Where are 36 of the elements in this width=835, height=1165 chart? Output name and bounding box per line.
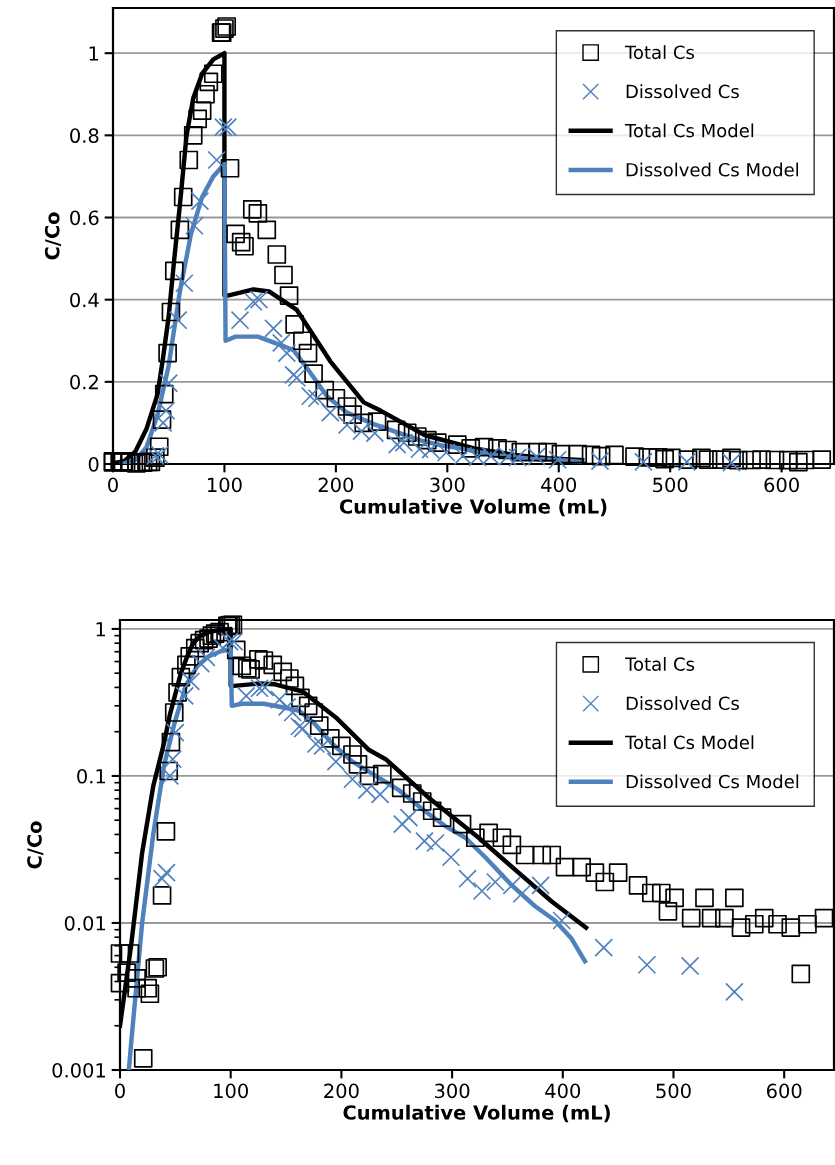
x-tick-label: 0 <box>108 477 118 493</box>
y-tick-label: 0.001 <box>52 1062 106 1078</box>
legend-label: Dissolved Cs <box>626 696 739 711</box>
x-tick-label: 500 <box>653 477 688 493</box>
x-tick-label: 200 <box>324 1083 359 1099</box>
y-tick-label: 1 <box>89 46 99 61</box>
y-tick-label: 0.6 <box>70 210 99 226</box>
legend-label: Dissolved Cs Model <box>626 162 799 177</box>
y-tick-label: 0.2 <box>70 374 98 390</box>
x-tick-label: 100 <box>208 477 242 493</box>
legend-label: Total Cs Model <box>625 735 754 750</box>
legend-label: Total Cs Model <box>624 123 754 138</box>
x-tick-label: 400 <box>545 1083 581 1099</box>
x-tick-label: 600 <box>766 1083 802 1099</box>
x-tick-label: 0 <box>115 1083 125 1099</box>
y-axis-title: C/Co <box>44 212 62 260</box>
legend-label: Total Cs <box>624 45 694 60</box>
x-axis-title: Cumulative Volume (mL) <box>339 498 607 517</box>
x-tick-label: 100 <box>214 1083 248 1099</box>
legend-label: Dissolved Cs <box>626 84 739 99</box>
x-tick-label: 500 <box>656 1083 691 1099</box>
x-tick-label: 600 <box>764 477 799 493</box>
x-tick-label: 400 <box>541 477 577 493</box>
x-axis-title: Cumulative Volume (mL) <box>343 1104 610 1123</box>
y-tick-label: 0.1 <box>77 768 106 784</box>
y-axis-title: C/Co <box>27 821 44 869</box>
y-tick-label: 0 <box>88 456 99 472</box>
x-tick-label: 200 <box>318 477 354 493</box>
y-tick-label: 0.8 <box>70 128 99 144</box>
y-tick-label: 1 <box>96 622 106 637</box>
x-tick-label: 300 <box>430 477 465 493</box>
y-tick-label: 0.4 <box>70 292 99 308</box>
legend-label: Dissolved Cs Model <box>626 774 799 789</box>
legend-label: Total Cs <box>625 656 695 671</box>
x-tick-label: 300 <box>435 1083 470 1099</box>
y-tick-label: 0.01 <box>64 915 106 931</box>
